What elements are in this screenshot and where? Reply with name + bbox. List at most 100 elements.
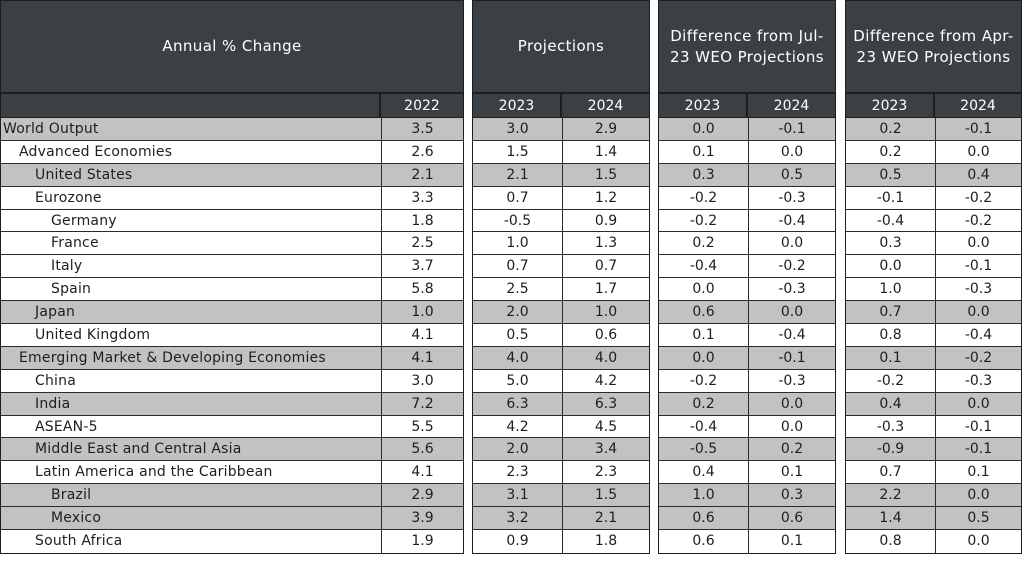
table-row: South Africa 1.9 bbox=[1, 530, 463, 553]
diff-apr-2023: 0.3 bbox=[879, 235, 902, 252]
diff-apr-2023: 0.2 bbox=[879, 143, 902, 160]
diff-jul-2024: -0.3 bbox=[748, 369, 835, 392]
projections-rows: 3.0 2.9 1.5 1.4 2.1 1.5 0.7 1.2 -0.5 0.9 1.0 1.3 0.7… bbox=[472, 118, 650, 554]
diff-apr-2023: 0.7 bbox=[879, 464, 902, 481]
value-2022: 1.0 bbox=[381, 301, 463, 324]
projection-2023: 0.7 bbox=[506, 189, 529, 206]
table-row: 1.0 0.3 bbox=[659, 484, 835, 508]
diff-jul-2024: -0.2 bbox=[748, 255, 835, 278]
projection-2024: 2.1 bbox=[562, 507, 649, 530]
value-2022: 3.3 bbox=[381, 186, 463, 209]
diff-jul-2023: 0.6 bbox=[692, 510, 715, 527]
table-row: Japan 1.0 bbox=[1, 301, 463, 325]
value-2022: 2.6 bbox=[381, 140, 463, 163]
diff-jul-header: Difference from Jul-23 WEO Projections bbox=[658, 0, 836, 93]
value-2022: 3.9 bbox=[381, 507, 463, 530]
diff-jul-2024: 0.0 bbox=[748, 232, 835, 255]
diff-apr-header: Difference from Apr-23 WEO Projections bbox=[845, 0, 1022, 93]
projection-2024: 0.9 bbox=[562, 209, 649, 232]
table-row: 0.0 -0.1 bbox=[659, 118, 835, 141]
value-2022: 1.9 bbox=[381, 530, 463, 553]
table-row: Emerging Market & Developing Economies 4.… bbox=[1, 346, 463, 370]
diff-jul-2024: 0.6 bbox=[748, 507, 835, 530]
diff-apr-2024: -0.2 bbox=[935, 186, 1021, 209]
value-2022: 2.5 bbox=[381, 232, 463, 255]
country-name: France bbox=[51, 235, 99, 252]
diff-jul-2023: -0.2 bbox=[689, 212, 718, 229]
diff-jul-2024: 0.2 bbox=[748, 438, 835, 461]
projection-2023: 2.3 bbox=[506, 464, 529, 481]
value-2022: 2.1 bbox=[381, 163, 463, 186]
projections-year-2023-header: 2023 bbox=[472, 93, 561, 118]
projection-2024: 0.6 bbox=[562, 324, 649, 346]
projection-2024: 1.7 bbox=[562, 278, 649, 301]
diff-jul-2024: 0.0 bbox=[748, 140, 835, 163]
country-name: South Africa bbox=[35, 533, 123, 550]
value-2022: 2.9 bbox=[381, 484, 463, 507]
diff-apr-2023: -0.1 bbox=[876, 189, 905, 206]
table-row: 0.6 0.6 bbox=[659, 507, 835, 531]
table-row: 2.0 1.0 bbox=[473, 301, 649, 325]
diff-apr-2023: 2.2 bbox=[879, 487, 902, 504]
diff-apr-2024: -0.2 bbox=[935, 346, 1021, 369]
table-row: United Kingdom 4.1 bbox=[1, 324, 463, 347]
table-row: 0.2 0.0 bbox=[659, 232, 835, 256]
table-row: Latin America and the Caribbean 4.1 bbox=[1, 461, 463, 485]
table-row: 2.5 1.7 bbox=[473, 278, 649, 302]
year-2022-header: 2022 bbox=[380, 93, 464, 118]
diff-apr-2024: 0.0 bbox=[935, 140, 1021, 163]
country-name: Brazil bbox=[51, 487, 92, 504]
table-row: -0.1 -0.2 bbox=[846, 186, 1021, 210]
diff-jul-2023: 0.1 bbox=[692, 143, 715, 160]
table-row: 0.0 -0.1 bbox=[659, 346, 835, 370]
diff-jul-2024: -0.3 bbox=[748, 278, 835, 301]
diff-apr-year-2024-header: 2024 bbox=[934, 93, 1022, 118]
table-row: 0.3 0.5 bbox=[659, 163, 835, 187]
table-row: -0.4 0.0 bbox=[659, 415, 835, 439]
diff-apr-2023: -0.2 bbox=[876, 372, 905, 389]
diff-apr-2024: 0.0 bbox=[935, 301, 1021, 324]
diff-jul-2023: -0.4 bbox=[689, 258, 718, 275]
table-row: -0.9 -0.1 bbox=[846, 438, 1021, 462]
diff-apr-2024: 0.0 bbox=[935, 232, 1021, 255]
diff-jul-2023: 0.2 bbox=[692, 395, 715, 412]
diff-jul-2023: -0.2 bbox=[689, 372, 718, 389]
projection-2023: 3.0 bbox=[506, 120, 529, 137]
table-row: 0.1 0.0 bbox=[659, 140, 835, 164]
projection-2023: 2.5 bbox=[506, 281, 529, 298]
table-row: Brazil 2.9 bbox=[1, 484, 463, 508]
projection-2024: 0.7 bbox=[562, 255, 649, 278]
table-row: 0.5 0.6 bbox=[473, 324, 649, 347]
value-2022: 3.5 bbox=[381, 118, 463, 140]
diff-jul-year-2023-header: 2023 bbox=[658, 93, 747, 118]
diff-apr-2023: 0.5 bbox=[879, 166, 902, 183]
value-2022: 5.6 bbox=[381, 438, 463, 461]
table-row: Middle East and Central Asia 5.6 bbox=[1, 438, 463, 462]
projection-2023: 2.0 bbox=[506, 304, 529, 321]
country-name: United States bbox=[35, 166, 133, 183]
table-row: 5.0 4.2 bbox=[473, 369, 649, 393]
projection-2024: 4.2 bbox=[562, 369, 649, 392]
value-2022: 5.5 bbox=[381, 415, 463, 438]
diff-jul-2023: 0.4 bbox=[692, 464, 715, 481]
diff-jul-2023: 1.0 bbox=[692, 487, 715, 504]
projection-2024: 6.3 bbox=[562, 392, 649, 415]
diff-jul-2023: 0.6 bbox=[692, 304, 715, 321]
table-row: 1.4 0.5 bbox=[846, 507, 1021, 531]
diff-jul-2024: -0.1 bbox=[748, 346, 835, 369]
table-row: 0.1 -0.2 bbox=[846, 346, 1021, 370]
diff-apr-2023: 1.0 bbox=[879, 281, 902, 298]
projection-2024: 1.5 bbox=[562, 484, 649, 507]
projections-header: Projections bbox=[472, 0, 650, 93]
annual-year-header-row: 2022 bbox=[0, 93, 464, 118]
projection-2023: 6.3 bbox=[506, 395, 529, 412]
table-row: 1.0 1.3 bbox=[473, 232, 649, 256]
table-row: 0.7 0.0 bbox=[846, 301, 1021, 325]
value-2022: 4.1 bbox=[381, 461, 463, 484]
table-row: 0.7 1.2 bbox=[473, 186, 649, 210]
diff-jul-2024: 0.1 bbox=[748, 530, 835, 553]
table-row: Advanced Economies 2.6 bbox=[1, 140, 463, 164]
diff-apr-2023: -0.3 bbox=[876, 418, 905, 435]
diff-jul-2023: 0.1 bbox=[692, 326, 715, 343]
table-row: 0.4 0.0 bbox=[846, 392, 1021, 416]
